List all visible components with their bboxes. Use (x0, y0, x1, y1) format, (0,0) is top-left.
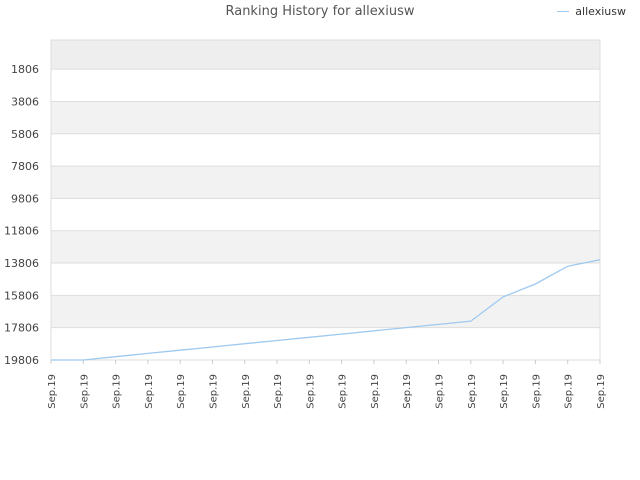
x-tick-label: Sep.19 (144, 374, 155, 409)
y-tick-label: 13806 (4, 257, 39, 270)
x-tick-label: Sep.19 (370, 374, 381, 409)
x-tick-label: Sep.19 (47, 374, 58, 409)
plot-band (51, 133, 600, 167)
y-tick-label: 19806 (4, 354, 39, 367)
y-tick-label: 1806 (11, 63, 39, 76)
plot-band (51, 327, 600, 360)
x-tick-label: Sep.19 (499, 374, 510, 409)
x-tick-label: Sep.19 (305, 374, 316, 409)
plot-band (51, 101, 600, 134)
x-axis-ticks: Sep.19 Sep.19 Sep.19 Sep.19 Sep.19 Sep.19 Sep.… (47, 360, 607, 409)
x-tick-label: Sep.19 (467, 374, 478, 409)
x-tick-label: Sep.19 (531, 374, 542, 409)
x-tick-label: Sep.19 (273, 374, 284, 409)
legend-line-icon (557, 11, 570, 12)
x-tick-label: Sep.19 (241, 374, 252, 409)
plot-band (51, 263, 600, 296)
plot-band (51, 40, 600, 70)
plot-bands (51, 40, 600, 360)
y-tick-label: 7806 (11, 160, 39, 173)
x-tick-label: Sep.19 (596, 374, 607, 409)
x-tick-label: Sep.19 (176, 374, 187, 409)
x-tick-label: Sep.19 (435, 374, 446, 409)
y-tick-label: 3806 (11, 95, 39, 108)
plot-band (51, 295, 600, 328)
y-tick-label: 9806 (11, 192, 39, 205)
x-tick-label: Sep.19 (79, 374, 90, 409)
series-line[interactable] (51, 259, 601, 361)
x-tick-label: Sep.19 (338, 374, 349, 409)
y-tick-label: 17806 (4, 322, 39, 335)
x-tick-label: Sep.19 (112, 374, 123, 409)
y-tick-label: 15806 (4, 289, 39, 302)
legend-label: allexiusw (575, 5, 626, 18)
y-tick-label: 11806 (4, 225, 39, 238)
chart-title: Ranking History for allexiusw (225, 4, 415, 19)
x-tick-label: Sep.19 (402, 374, 413, 409)
plot-band (51, 198, 600, 231)
y-axis-ticks: 1806 3806 5806 7806 9806 11806 13806 15806 17806… (4, 63, 39, 367)
legend[interactable]: allexiusw (557, 5, 626, 18)
x-tick-label: Sep.19 (208, 374, 219, 409)
plot-band (51, 69, 600, 102)
y-tick-label: 5806 (11, 128, 39, 141)
series-layer (51, 259, 601, 361)
plot-band (51, 230, 600, 264)
plot-band (51, 166, 600, 199)
grid-lines (50, 39, 601, 361)
x-tick-label: Sep.19 (564, 374, 575, 409)
